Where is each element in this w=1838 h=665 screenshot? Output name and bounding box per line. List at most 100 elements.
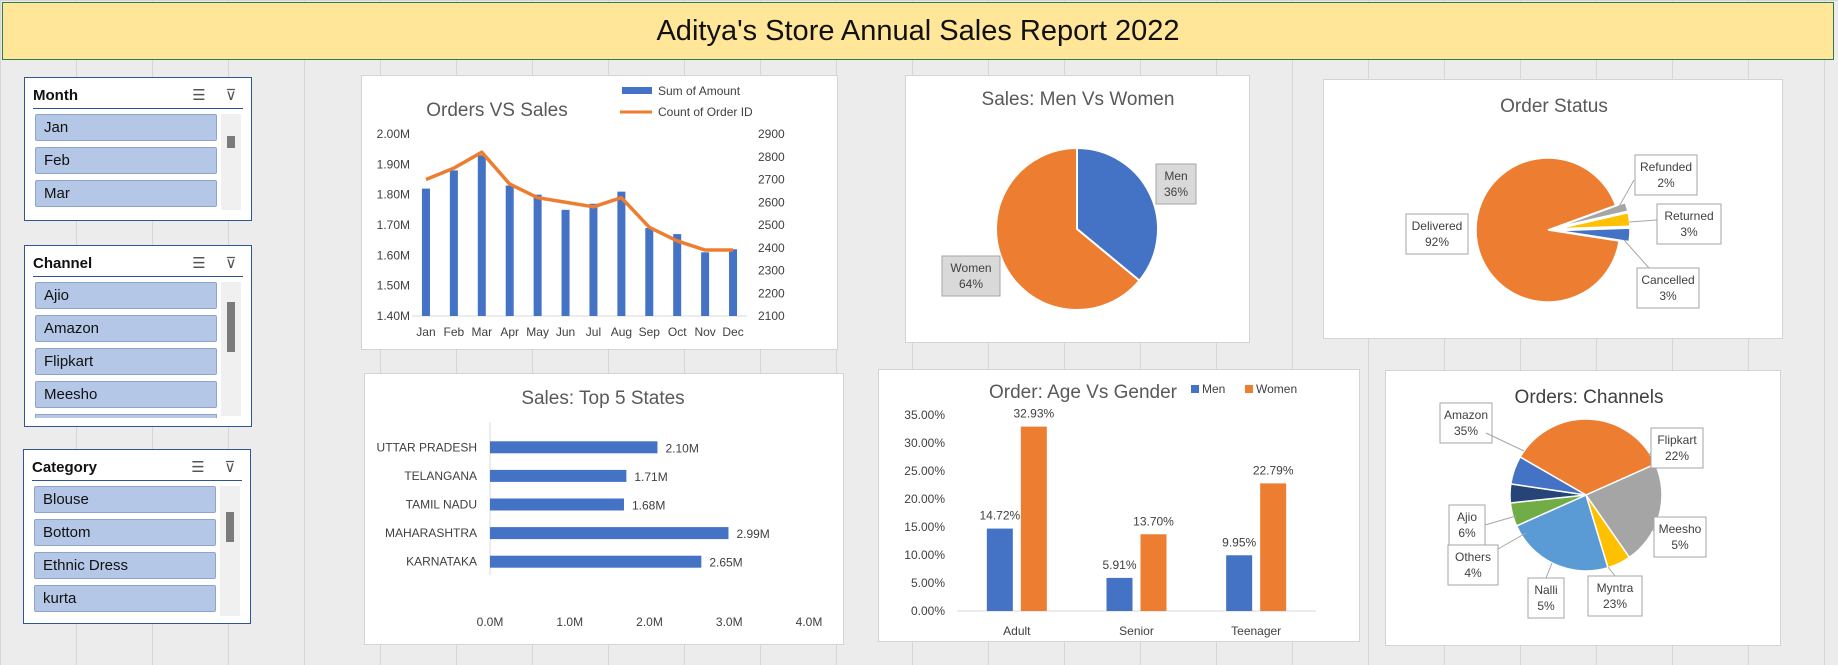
y-tick: 20.00% <box>904 492 945 506</box>
clear-filter-icon[interactable]: ⊽ <box>225 255 237 272</box>
data-label: 6% <box>1458 526 1476 540</box>
x-tick: Teenager <box>1231 624 1281 638</box>
y-left-tick: 1.60M <box>377 248 410 262</box>
legend-swatch <box>1191 385 1199 393</box>
x-tick: Adult <box>1003 624 1031 638</box>
y-left-tick: 1.40M <box>377 309 410 323</box>
slicer-item[interactable]: Feb <box>35 147 217 174</box>
multi-select-icon[interactable]: ☰ <box>192 255 206 272</box>
slicer-item[interactable]: kurta <box>34 585 216 612</box>
y-right-tick: 2400 <box>758 241 785 255</box>
channel-slicer[interactable]: Channel ☰ ⊽ Ajio Amazon Flipkart Meesho <box>24 245 252 427</box>
pie-slice <box>1584 463 1663 559</box>
legend-swatch <box>622 87 652 94</box>
data-label: Amazon <box>1444 408 1488 422</box>
orders-vs-sales-svg: Orders VS Sales Sum of Amount Count of Ord… <box>377 84 785 339</box>
x-tick: Dec <box>722 325 743 339</box>
order-status-chart[interactable]: Order Status Refunded 2% Returned 3% Cancelle… <box>1323 79 1783 339</box>
slicer-item[interactable]: Mar <box>35 180 217 207</box>
x-tick: May <box>526 325 549 339</box>
data-label: 36% <box>1164 185 1188 199</box>
bar <box>490 498 624 511</box>
data-label: Flipkart <box>1657 433 1697 447</box>
x-tick: Jul <box>586 325 601 339</box>
category-slicer[interactable]: Category ☰ ⊽ Blouse Bottom Ethnic Dress … <box>23 449 251 624</box>
data-label: 35% <box>1454 424 1478 438</box>
orders-vs-sales-chart[interactable]: Orders VS Sales Sum of Amount Count of Ord… <box>361 75 838 350</box>
leader-line <box>1628 219 1658 223</box>
bar <box>617 191 626 316</box>
y-left-tick: 1.50M <box>377 279 410 293</box>
slicer-title: Category <box>32 458 98 476</box>
bar <box>1106 577 1133 611</box>
data-label-box <box>1650 427 1704 469</box>
multi-select-icon[interactable]: ☰ <box>191 459 205 476</box>
age-vs-gender-chart[interactable]: Order: Age Vs Gender Men Women 0.00% 5.00% 10… <box>878 369 1360 642</box>
bar <box>673 234 682 316</box>
data-label: 1.68M <box>632 499 665 513</box>
pie-slice <box>1076 146 1159 283</box>
leader-line <box>1623 239 1650 269</box>
data-label: 1.71M <box>634 470 667 484</box>
pie-slice <box>1557 211 1631 230</box>
data-label-box <box>1405 213 1469 255</box>
bar <box>449 170 458 316</box>
slicer-item[interactable]: Flipkart <box>35 348 217 375</box>
y-right-tick: 2100 <box>758 309 785 323</box>
x-tick: 1.0M <box>556 615 583 629</box>
bar <box>421 188 430 316</box>
month-slicer[interactable]: Month ☰ ⊽ Jan Feb Mar <box>24 77 252 221</box>
data-label: Women <box>950 261 991 275</box>
bar <box>533 194 542 316</box>
legend-swatch <box>1245 385 1253 393</box>
top-states-svg: Sales: Top 5 States UTTAR PRADESH 2.10M TEL… <box>377 388 823 629</box>
men-vs-women-chart[interactable]: Sales: Men Vs Women Men 36% Women 64% <box>905 75 1250 343</box>
orders-channels-chart[interactable]: Orders: Channels Amazon 35% Flipkart 22% Mees… <box>1385 370 1781 646</box>
clear-filter-icon[interactable]: ⊽ <box>225 87 237 104</box>
data-label: 2.10M <box>665 441 698 455</box>
bar <box>505 185 514 316</box>
x-tick: Jun <box>556 325 575 339</box>
multi-select-icon[interactable]: ☰ <box>192 87 206 104</box>
chart-title: Orders: Channels <box>1515 387 1664 408</box>
slicer-scrollbar[interactable] <box>220 486 240 616</box>
pie-slice <box>1475 157 1621 303</box>
data-label: Meesho <box>1659 522 1702 536</box>
data-label: 9.95% <box>1222 535 1256 549</box>
pie-slice <box>1509 455 1587 496</box>
data-label: 13.70% <box>1133 514 1174 528</box>
y-tick: TELANGANA <box>404 469 477 483</box>
data-label-box <box>1155 163 1197 205</box>
x-tick: Jan <box>416 325 435 339</box>
slicer-item[interactable]: Blouse <box>34 486 216 513</box>
x-tick: 0.0M <box>477 615 504 629</box>
slicer-item[interactable]: Amazon <box>35 315 217 342</box>
data-label: 23% <box>1603 597 1627 611</box>
y-tick: 0.00% <box>911 604 945 618</box>
data-label: 2% <box>1657 176 1675 190</box>
y-right-tick: 2500 <box>758 218 785 232</box>
slicer-item[interactable]: Bottom <box>34 519 216 546</box>
legend-label: Men <box>1202 382 1225 396</box>
data-label: Ajio <box>1457 510 1477 524</box>
slicer-item[interactable]: Meesho <box>35 381 217 408</box>
slicer-item[interactable]: Ajio <box>35 282 217 309</box>
data-label: 92% <box>1425 235 1449 249</box>
y-tick: UTTAR PRADESH <box>377 440 477 454</box>
slicer-item[interactable]: Jan <box>35 114 217 141</box>
clear-filter-icon[interactable]: ⊽ <box>224 459 236 476</box>
bar <box>561 209 570 316</box>
x-tick: 2.0M <box>636 615 663 629</box>
slicer-scrollbar[interactable] <box>221 282 241 416</box>
y-tick: 30.00% <box>904 436 945 450</box>
data-label: Myntra <box>1597 581 1634 595</box>
x-tick: 4.0M <box>796 615 823 629</box>
series-line <box>425 150 734 252</box>
y-right-tick: 2700 <box>758 173 785 187</box>
slicer-item[interactable]: Ethnic Dress <box>34 552 216 579</box>
slicer-scrollbar[interactable] <box>221 114 241 210</box>
leader-line <box>1647 452 1652 457</box>
y-tick: 15.00% <box>904 520 945 534</box>
data-label: 2.99M <box>736 527 769 541</box>
top-states-chart[interactable]: Sales: Top 5 States UTTAR PRADESH 2.10M TEL… <box>364 373 844 645</box>
